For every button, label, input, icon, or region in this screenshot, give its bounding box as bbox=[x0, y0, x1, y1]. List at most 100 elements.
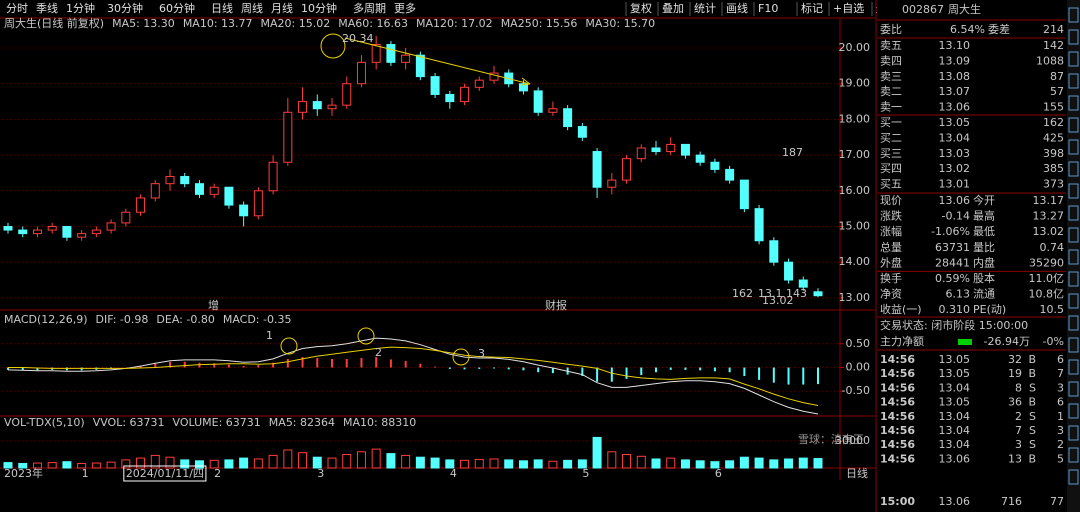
trade-side: B bbox=[1028, 396, 1036, 409]
volume-bar bbox=[18, 463, 28, 469]
volume-bar bbox=[489, 458, 499, 469]
volume-bar bbox=[651, 458, 661, 469]
trade-time: 14:56 bbox=[880, 410, 915, 423]
side-icon[interactable] bbox=[1068, 359, 1079, 375]
toolbar-button[interactable]: 叠加 bbox=[662, 2, 684, 15]
toolbar-tab[interactable]: 多周期 bbox=[353, 1, 386, 15]
volume-bar bbox=[47, 462, 57, 469]
toolbar-tab[interactable]: 60分钟 bbox=[159, 1, 195, 15]
stat-value: 13.02 bbox=[1033, 225, 1065, 238]
macd-line bbox=[8, 346, 819, 406]
side-icon[interactable] bbox=[1068, 293, 1079, 309]
toolbar-tab[interactable]: 分时 bbox=[6, 2, 28, 15]
order-price: 13.06 bbox=[939, 101, 971, 114]
side-icon[interactable] bbox=[1068, 315, 1079, 331]
x-tick-label: 1 bbox=[82, 467, 89, 480]
side-icon[interactable] bbox=[1068, 161, 1079, 177]
candle-body bbox=[651, 147, 661, 153]
side-icon[interactable] bbox=[1068, 249, 1079, 265]
stat-value: 0.310 bbox=[939, 303, 971, 316]
candle-body bbox=[32, 229, 42, 235]
trade-side: S bbox=[1029, 438, 1036, 451]
side-icon[interactable] bbox=[1068, 139, 1079, 155]
candle-body bbox=[474, 79, 484, 88]
stat-label: 量比 bbox=[973, 241, 995, 254]
side-icon[interactable] bbox=[1068, 7, 1079, 23]
volume-bar bbox=[224, 459, 234, 469]
side-icon[interactable] bbox=[1068, 469, 1079, 485]
stat-label: 净资 bbox=[880, 287, 902, 301]
net-bar bbox=[958, 339, 972, 345]
toolbar-tab[interactable]: 10分钟 bbox=[301, 1, 337, 15]
candle-body bbox=[3, 225, 13, 231]
legend-item: MA250: 15.56 bbox=[501, 17, 578, 30]
side-icon[interactable] bbox=[1068, 205, 1079, 221]
volume-bar bbox=[77, 463, 87, 469]
toolbar-tab[interactable]: 日线 bbox=[211, 1, 233, 15]
legend-item: MA60: 16.63 bbox=[338, 17, 408, 30]
trade-time: 14:56 bbox=[880, 438, 915, 451]
candle-body bbox=[18, 229, 28, 235]
side-icon[interactable] bbox=[1068, 183, 1079, 199]
volume-bar bbox=[209, 459, 219, 469]
candle-body bbox=[342, 83, 352, 106]
side-icon[interactable] bbox=[1068, 95, 1079, 111]
side-icon[interactable] bbox=[1068, 73, 1079, 89]
toolbar-button[interactable]: +自选 bbox=[833, 2, 864, 15]
order-label: 卖三 bbox=[880, 70, 902, 83]
toolbar-tab[interactable]: 30分钟 bbox=[107, 1, 143, 15]
volume-bar bbox=[298, 452, 308, 469]
volume-bar bbox=[445, 459, 455, 469]
candle-body bbox=[769, 240, 779, 263]
candle-body bbox=[209, 186, 219, 195]
side-icon[interactable] bbox=[1068, 447, 1079, 463]
toolbar-tab[interactable]: 更多 bbox=[394, 1, 416, 15]
toolbar-tab[interactable]: 周线 bbox=[241, 1, 263, 15]
volume-bar bbox=[430, 457, 440, 469]
side-icon[interactable] bbox=[1068, 51, 1079, 67]
candle-body bbox=[518, 83, 528, 92]
net-label: 主力净额 bbox=[880, 334, 924, 348]
side-icon[interactable] bbox=[1068, 337, 1079, 353]
trade-side: B bbox=[1028, 353, 1036, 366]
toolbar-button[interactable]: 统计 bbox=[694, 2, 716, 15]
toolbar-tab[interactable]: 月线 bbox=[271, 1, 293, 15]
side-icon[interactable] bbox=[1068, 403, 1079, 419]
volume-bar bbox=[371, 448, 381, 469]
order-label: 买二 bbox=[880, 131, 902, 144]
side-icon[interactable] bbox=[1068, 381, 1079, 397]
order-price: 13.04 bbox=[939, 131, 971, 144]
period-label: 日线 bbox=[846, 466, 868, 480]
toolbar-tab[interactable]: 季线 bbox=[36, 1, 58, 15]
side-icon[interactable] bbox=[1068, 117, 1079, 133]
volume-bar bbox=[180, 459, 190, 469]
stat-value: -1.06% bbox=[931, 225, 970, 238]
toolbar-button[interactable]: F10 bbox=[758, 2, 778, 15]
trade-time: 14:56 bbox=[880, 367, 915, 380]
side-icon[interactable] bbox=[1068, 425, 1079, 441]
candle-body bbox=[150, 183, 160, 199]
volume-bar bbox=[268, 454, 278, 469]
annotation: 13.1 bbox=[758, 287, 783, 300]
annotation: 20.34 bbox=[342, 32, 374, 45]
side-icon[interactable] bbox=[1068, 227, 1079, 243]
stat-value: -0.14 bbox=[942, 210, 970, 223]
order-label: 买五 bbox=[880, 178, 902, 191]
trade-time: 14:56 bbox=[880, 424, 915, 437]
candle-body bbox=[739, 179, 749, 210]
toolbar-button[interactable]: 标记 bbox=[801, 1, 823, 15]
trade-price: 13.06 bbox=[939, 452, 971, 465]
trade-count: 3 bbox=[1057, 381, 1064, 394]
side-icon[interactable] bbox=[1068, 271, 1079, 287]
side-icon[interactable] bbox=[1068, 29, 1079, 45]
order-label: 卖五 bbox=[880, 39, 902, 52]
toolbar-button[interactable]: 复权 bbox=[630, 1, 652, 15]
volume-bar bbox=[592, 436, 602, 469]
candle-body bbox=[298, 101, 308, 113]
toolbar-tab[interactable]: 1分钟 bbox=[66, 1, 95, 15]
macd-marker-label: 1 bbox=[266, 329, 273, 342]
toolbar-button[interactable]: 画线 bbox=[726, 1, 748, 15]
annotation: 增 bbox=[208, 298, 219, 312]
candle-body bbox=[710, 161, 720, 170]
